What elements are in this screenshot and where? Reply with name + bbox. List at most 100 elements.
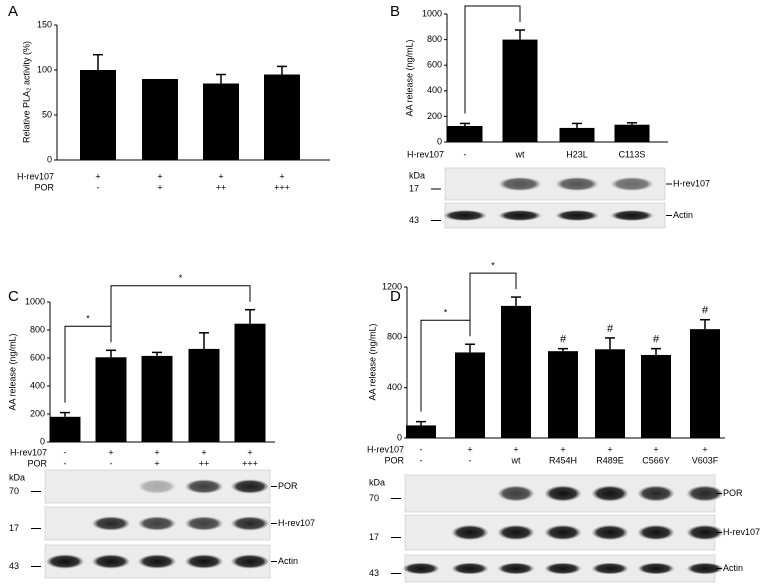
treatment-label: H23L bbox=[566, 149, 588, 159]
blot-kda-marker: 43 bbox=[9, 561, 19, 571]
blot-kda-marker: 43 bbox=[369, 568, 379, 578]
blot-band bbox=[637, 485, 675, 502]
y-tick-label: 400 bbox=[427, 85, 442, 95]
significance-bracket bbox=[464, 5, 521, 114]
significance-label: * bbox=[179, 273, 183, 283]
treatment-label: - bbox=[110, 458, 113, 468]
treatment-label: + bbox=[95, 171, 100, 181]
treatment-label: + bbox=[157, 171, 162, 181]
blot-band bbox=[555, 210, 599, 221]
bar-mark: # bbox=[702, 305, 709, 317]
treatment-row-name: POR bbox=[34, 182, 54, 192]
treatment-row-name: POR bbox=[384, 455, 404, 465]
significance-label: * bbox=[491, 0, 495, 3]
y-tick-label: 600 bbox=[30, 352, 45, 362]
bar bbox=[690, 329, 720, 438]
bar-mark: # bbox=[560, 334, 567, 346]
blot-band bbox=[591, 562, 629, 575]
y-axis-label: AA release (ng/mL) bbox=[367, 323, 377, 400]
treatment-label: + bbox=[154, 458, 159, 468]
blot-band bbox=[591, 524, 629, 541]
blot-band bbox=[184, 554, 224, 569]
blot-band bbox=[497, 562, 535, 575]
treatment-label: + bbox=[513, 444, 518, 454]
y-axis-label: AA release (ng/mL) bbox=[404, 39, 414, 116]
treatment-label: - bbox=[420, 455, 423, 465]
blot-label: Actin bbox=[278, 556, 298, 566]
blot-band bbox=[544, 524, 582, 541]
panel-letter: C bbox=[8, 288, 19, 305]
treatment-label: + bbox=[201, 447, 206, 457]
treatment-label: + bbox=[702, 444, 707, 454]
bar bbox=[80, 70, 116, 160]
blot-band bbox=[184, 479, 224, 494]
treatment-label: - bbox=[420, 444, 423, 454]
treatment-label: R454H bbox=[549, 455, 577, 465]
treatment-label: V603F bbox=[692, 455, 719, 465]
kda-label: kDa bbox=[409, 170, 425, 180]
treatment-label: wt bbox=[511, 455, 521, 465]
y-tick-label: 800 bbox=[387, 332, 402, 342]
bar bbox=[406, 425, 436, 438]
bar bbox=[559, 127, 595, 142]
y-tick-label: 150 bbox=[37, 19, 52, 29]
blot-band bbox=[610, 210, 654, 221]
blot-band bbox=[498, 176, 542, 192]
treatment-row-name: H-rev107 bbox=[10, 447, 47, 457]
y-axis-label: AA release (ng/mL) bbox=[7, 333, 17, 410]
y-tick-label: 800 bbox=[427, 34, 442, 44]
treatment-label: R489E bbox=[596, 455, 624, 465]
blot-kda-marker: 17 bbox=[369, 532, 379, 542]
blot-band bbox=[555, 176, 599, 192]
y-tick-label: 400 bbox=[30, 380, 45, 390]
significance-bracket bbox=[110, 285, 251, 341]
treatment-label: ++ bbox=[199, 458, 210, 468]
y-tick-label: 1000 bbox=[25, 296, 45, 306]
treatment-label: + bbox=[653, 444, 658, 454]
blot-band bbox=[686, 524, 724, 541]
blot-band bbox=[91, 516, 131, 531]
blot-kda-marker: 70 bbox=[9, 486, 19, 496]
blot-band bbox=[637, 524, 675, 541]
bar bbox=[142, 79, 178, 160]
blot-band bbox=[498, 210, 542, 221]
treatment-label: + bbox=[157, 182, 162, 192]
y-tick-label: 0 bbox=[437, 136, 442, 146]
y-tick-label: 0 bbox=[47, 154, 52, 164]
significance-bracket bbox=[469, 272, 517, 335]
y-tick-label: 1000 bbox=[422, 8, 442, 18]
treatment-label: C113S bbox=[619, 149, 646, 159]
blot-band bbox=[686, 562, 724, 575]
bar bbox=[141, 355, 173, 442]
blot-kda-marker: 70 bbox=[369, 493, 379, 503]
blot-band bbox=[230, 479, 270, 494]
blot-band bbox=[686, 485, 724, 502]
bar bbox=[455, 352, 485, 438]
blot-band bbox=[184, 516, 224, 531]
y-tick-label: 200 bbox=[30, 408, 45, 418]
kda-label: kDa bbox=[369, 477, 385, 487]
blot-band bbox=[137, 554, 177, 569]
blot-band bbox=[451, 524, 489, 541]
blot-band bbox=[230, 516, 270, 531]
blot-band bbox=[544, 562, 582, 575]
blot-band bbox=[591, 485, 629, 502]
treatment-label: - bbox=[64, 447, 67, 457]
treatment-label: + bbox=[467, 444, 472, 454]
blot-band bbox=[610, 176, 654, 192]
treatment-row-name: H-rev107 bbox=[367, 444, 404, 454]
treatment-label: + bbox=[108, 447, 113, 457]
blot-band bbox=[91, 554, 131, 569]
treatment-label: - bbox=[464, 149, 467, 159]
blot-band bbox=[443, 210, 487, 221]
treatment-label: + bbox=[560, 444, 565, 454]
treatment-label: - bbox=[97, 182, 100, 192]
y-tick-label: 600 bbox=[427, 60, 442, 70]
blot-band bbox=[45, 554, 85, 569]
kda-label: kDa bbox=[9, 472, 25, 482]
blot-label: H-rev107 bbox=[723, 527, 760, 537]
blot-band bbox=[544, 485, 582, 502]
y-tick-label: 400 bbox=[387, 382, 402, 392]
treatment-row-name: H-rev107 bbox=[407, 149, 444, 159]
